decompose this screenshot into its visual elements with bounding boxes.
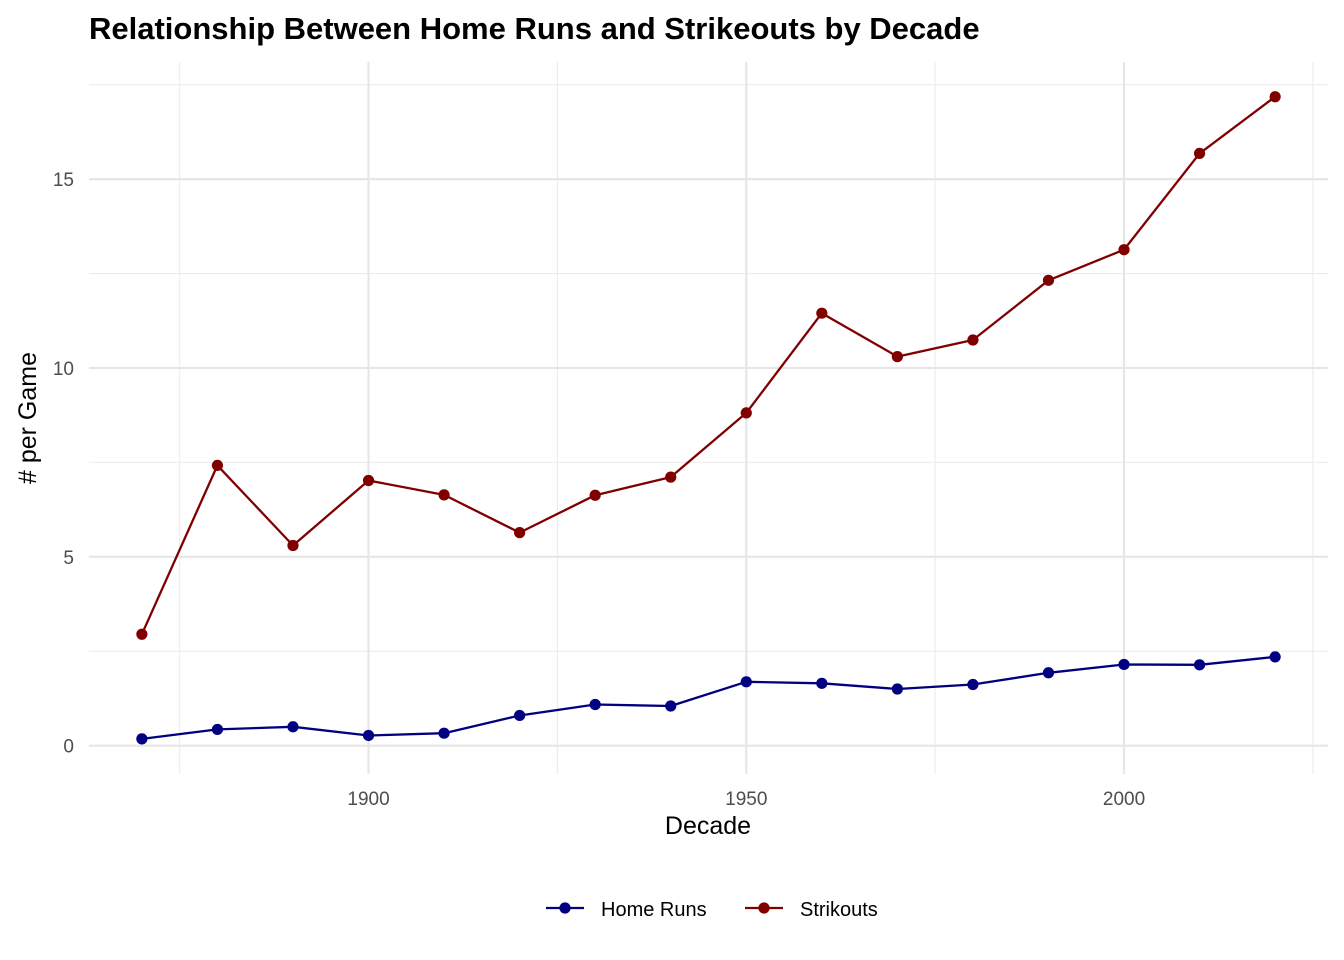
series-line-home-runs	[141, 655, 1276, 741]
data-point-home-runs-1980	[967, 678, 979, 691]
x-tick-label-1: 1950	[725, 789, 767, 810]
legend: Home Runs Strikouts	[546, 899, 878, 921]
data-point-strikouts-1890	[287, 539, 299, 552]
data-point-strikouts-1920	[514, 527, 526, 539]
data-point-home-runs-1900	[362, 729, 375, 742]
data-point-strikouts-1990	[1042, 274, 1055, 286]
legend-item-home-runs: Home Runs	[546, 899, 707, 921]
data-point-home-runs-1910	[438, 727, 450, 739]
series-home-runs	[136, 651, 1281, 745]
data-point-strikouts-1970	[891, 351, 903, 363]
data-point-strikouts-1910	[438, 489, 450, 501]
data-point-strikouts-1870	[136, 628, 148, 640]
legend-label-home-runs: Home Runs	[601, 899, 707, 921]
series-line-strikouts	[140, 95, 1276, 635]
data-point-strikouts-1880	[211, 459, 224, 472]
data-point-strikouts-1980	[967, 334, 979, 346]
series-layer	[136, 91, 1281, 745]
data-point-strikouts-1930	[589, 489, 601, 501]
y-tick-label-1: 5	[63, 548, 74, 569]
data-point-home-runs-1890	[287, 721, 299, 733]
y-axis-title: # per Game	[14, 352, 42, 484]
data-point-home-runs-2010	[1193, 659, 1206, 671]
data-point-home-runs-1930	[589, 698, 601, 711]
data-point-home-runs-1880	[211, 723, 224, 736]
legend-key-point	[758, 902, 770, 914]
chart-title: Relationship Between Home Runs and Strik…	[89, 11, 980, 46]
data-point-home-runs-2000	[1118, 658, 1130, 671]
series-strikouts	[136, 91, 1281, 640]
x-tick-label-2: 2000	[1103, 789, 1145, 810]
data-point-home-runs-1870	[136, 733, 148, 745]
data-point-home-runs-1950	[740, 676, 752, 688]
y-tick-label-3: 15	[53, 170, 74, 191]
legend-label-strikouts: Strikouts	[800, 899, 878, 921]
y-tick-label-0: 0	[63, 737, 74, 758]
x-axis-ticks: 1900 1950 2000	[347, 789, 1145, 810]
data-point-home-runs-1990	[1042, 667, 1055, 679]
data-point-strikouts-1960	[816, 307, 828, 319]
x-axis-title: Decade	[665, 812, 751, 840]
grid	[89, 62, 1328, 774]
data-point-strikouts-2020	[1269, 91, 1281, 103]
data-point-home-runs-1920	[514, 709, 526, 722]
data-point-home-runs-1940	[665, 700, 677, 712]
data-point-strikouts-2000	[1118, 244, 1130, 256]
legend-item-strikouts: Strikouts	[745, 899, 878, 921]
legend-key-point	[559, 902, 571, 914]
data-point-home-runs-1970	[891, 683, 903, 695]
data-point-strikouts-1900	[362, 474, 375, 487]
data-point-home-runs-1960	[816, 677, 828, 689]
data-point-strikouts-1950	[740, 407, 752, 419]
x-tick-label-0: 1900	[347, 789, 389, 810]
data-point-strikouts-1940	[665, 471, 677, 483]
data-point-home-runs-2020	[1269, 651, 1281, 663]
y-axis-ticks: 0 5 10 15	[53, 170, 74, 758]
y-tick-label-2: 10	[53, 359, 74, 380]
data-point-strikouts-2010	[1193, 147, 1206, 160]
